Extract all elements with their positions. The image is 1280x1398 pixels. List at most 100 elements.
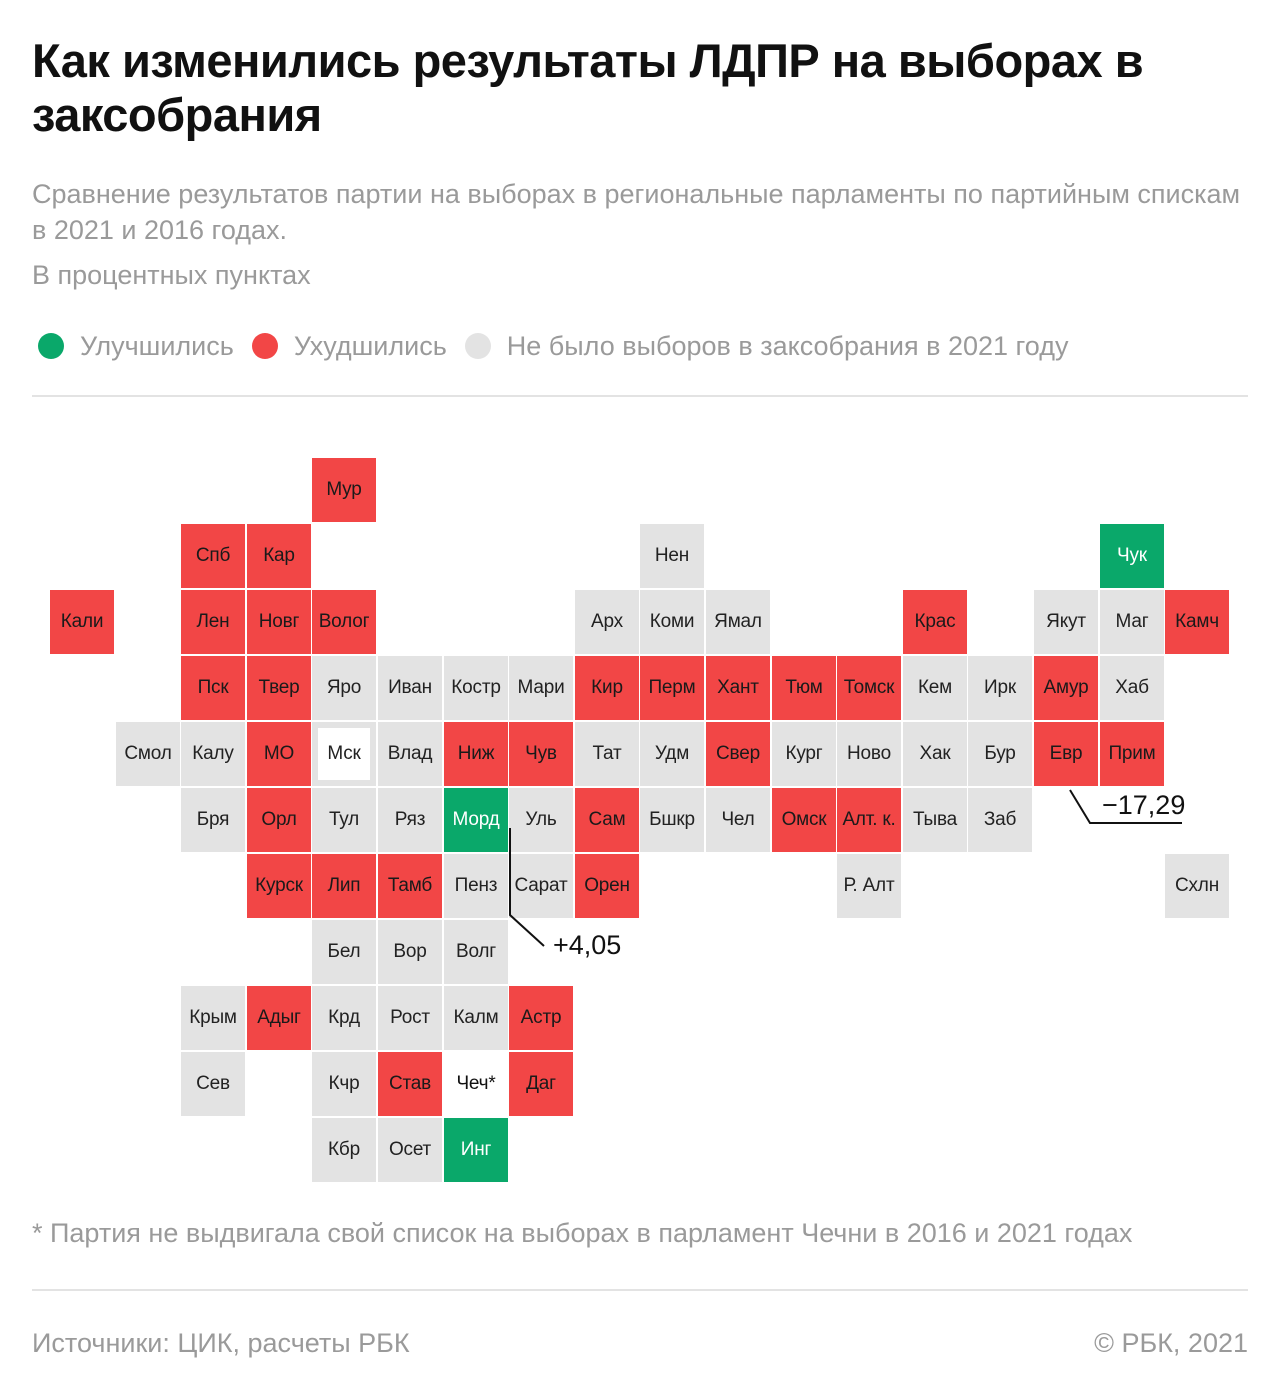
region-tile: Кир xyxy=(575,656,639,720)
callout-value-evr: −17,29 xyxy=(1102,790,1186,820)
region-tile: Даг xyxy=(509,1052,573,1116)
region-tile: Кбр xyxy=(312,1118,376,1182)
legend-label-worsened: Ухудшились xyxy=(293,330,447,361)
region-tile: Яро xyxy=(312,656,376,720)
region-tile: Мур xyxy=(312,458,376,522)
region-tile: Ново xyxy=(837,722,901,786)
region-tile: Волог xyxy=(312,590,376,654)
region-tile: Чук xyxy=(1100,524,1164,588)
legend-item-no-election: Не было выборов в заксобрания в 2021 год… xyxy=(464,330,1069,362)
region-tile: Ряз xyxy=(378,788,442,852)
region-tile: Крым xyxy=(181,986,245,1050)
copyright: © РБК, 2021 xyxy=(1094,1328,1248,1358)
region-tile: Омск xyxy=(772,788,836,852)
region-tile: Тат xyxy=(575,722,639,786)
region-tile: Сев xyxy=(181,1052,245,1116)
region-tile: Вор xyxy=(378,920,442,984)
legend-label-no-election: Не было выборов в заксобрания в 2021 год… xyxy=(506,330,1069,361)
region-tile: Ирк xyxy=(968,656,1032,720)
worsened-dot-icon xyxy=(251,333,278,359)
region-tile: Осет xyxy=(378,1118,442,1182)
region-tile: Орен xyxy=(575,854,639,918)
region-tile: Кчр xyxy=(312,1052,376,1116)
region-tile: Томск xyxy=(837,656,901,720)
region-tile: Пск xyxy=(181,656,245,720)
region-tile: Кург xyxy=(772,722,836,786)
region-tile: Калм xyxy=(444,986,508,1050)
legend-item-worsened: Ухудшились xyxy=(251,330,447,362)
region-tile: Лип xyxy=(312,854,376,918)
region-tile: Ниж xyxy=(444,722,508,786)
region-tile: Крд xyxy=(312,986,376,1050)
region-tile: МО xyxy=(247,722,311,786)
region-tile: Курск xyxy=(247,854,311,918)
region-tile: Кали xyxy=(50,590,114,654)
callout-value-mord: +4,05 xyxy=(553,930,622,960)
region-tile: Амур xyxy=(1034,656,1098,720)
region-tile: Калу xyxy=(181,722,245,786)
page-title: Как изменились результаты ЛДПР на выбора… xyxy=(32,34,1144,141)
region-tile: Смол xyxy=(116,722,180,786)
region-tile: Удм xyxy=(640,722,704,786)
region-tile: Твер xyxy=(247,656,311,720)
region-tile: Схлн xyxy=(1165,854,1229,918)
top-divider xyxy=(32,395,1248,397)
region-tile: Нен xyxy=(640,524,704,588)
region-tile: Заб xyxy=(968,788,1032,852)
region-tile: Бшкр xyxy=(640,788,704,852)
region-tile: Камч xyxy=(1165,590,1229,654)
region-tile: Уль xyxy=(509,788,573,852)
region-tile: Влад xyxy=(378,722,442,786)
region-tile: Р. Алт xyxy=(837,854,901,918)
region-tile: Коми xyxy=(640,590,704,654)
region-tile: Рост xyxy=(378,986,442,1050)
source-note: Источники: ЦИК, расчеты РБК xyxy=(32,1328,410,1358)
legend: Улучшились Ухудшились Не было выборов в … xyxy=(38,326,1086,366)
no-election-dot-icon xyxy=(464,333,491,359)
region-tile: Прим xyxy=(1100,722,1164,786)
region-tile: Тул xyxy=(312,788,376,852)
subtitle: Сравнение результатов партии на выборах … xyxy=(32,179,1241,245)
region-tile: Сам xyxy=(575,788,639,852)
region-tile: Морд xyxy=(444,788,508,852)
region-tile: Мари xyxy=(509,656,573,720)
region-tile: Ямал xyxy=(706,590,770,654)
footnote: * Партия не выдвигала свой список на выб… xyxy=(32,1218,1133,1248)
region-tile: Астр xyxy=(509,986,573,1050)
region-tile: Свер xyxy=(706,722,770,786)
region-tile: Бря xyxy=(181,788,245,852)
region-tile: Перм xyxy=(640,656,704,720)
region-tile: Маг xyxy=(1100,590,1164,654)
region-tile: Лен xyxy=(181,590,245,654)
region-tile: Мск xyxy=(312,722,376,786)
legend-label-improved: Улучшились xyxy=(80,330,234,361)
region-tile: Тыва xyxy=(903,788,967,852)
improved-dot-icon xyxy=(38,333,64,359)
region-tile: Чеч* xyxy=(444,1052,508,1116)
region-tile: Инг xyxy=(444,1118,508,1182)
region-tile: Чел xyxy=(706,788,770,852)
region-tile: Адыг xyxy=(247,986,311,1050)
region-tile: Евр xyxy=(1034,722,1098,786)
region-tile: Волг xyxy=(444,920,508,984)
region-tile: Хак xyxy=(903,722,967,786)
region-tile: Кем xyxy=(903,656,967,720)
region-tile: Сарат xyxy=(509,854,573,918)
region-tile: Спб xyxy=(181,524,245,588)
region-tile: Новг xyxy=(247,590,311,654)
region-tile: Кар xyxy=(247,524,311,588)
region-tile: Бур xyxy=(968,722,1032,786)
region-tile: Чув xyxy=(509,722,573,786)
legend-item-improved: Улучшились xyxy=(38,331,234,362)
region-tile: Крас xyxy=(903,590,967,654)
region-tile: Пенз xyxy=(444,854,508,918)
region-tile: Якут xyxy=(1034,590,1098,654)
region-tile: Алт. к. xyxy=(837,788,901,852)
region-tile: Став xyxy=(378,1052,442,1116)
units-note: В процентных пунктах xyxy=(32,260,311,290)
region-tile: Арх xyxy=(575,590,639,654)
region-tile: Костр xyxy=(444,656,508,720)
region-tile: Тамб xyxy=(378,854,442,918)
region-tile: Тюм xyxy=(772,656,836,720)
callout-line-mord xyxy=(509,828,545,947)
